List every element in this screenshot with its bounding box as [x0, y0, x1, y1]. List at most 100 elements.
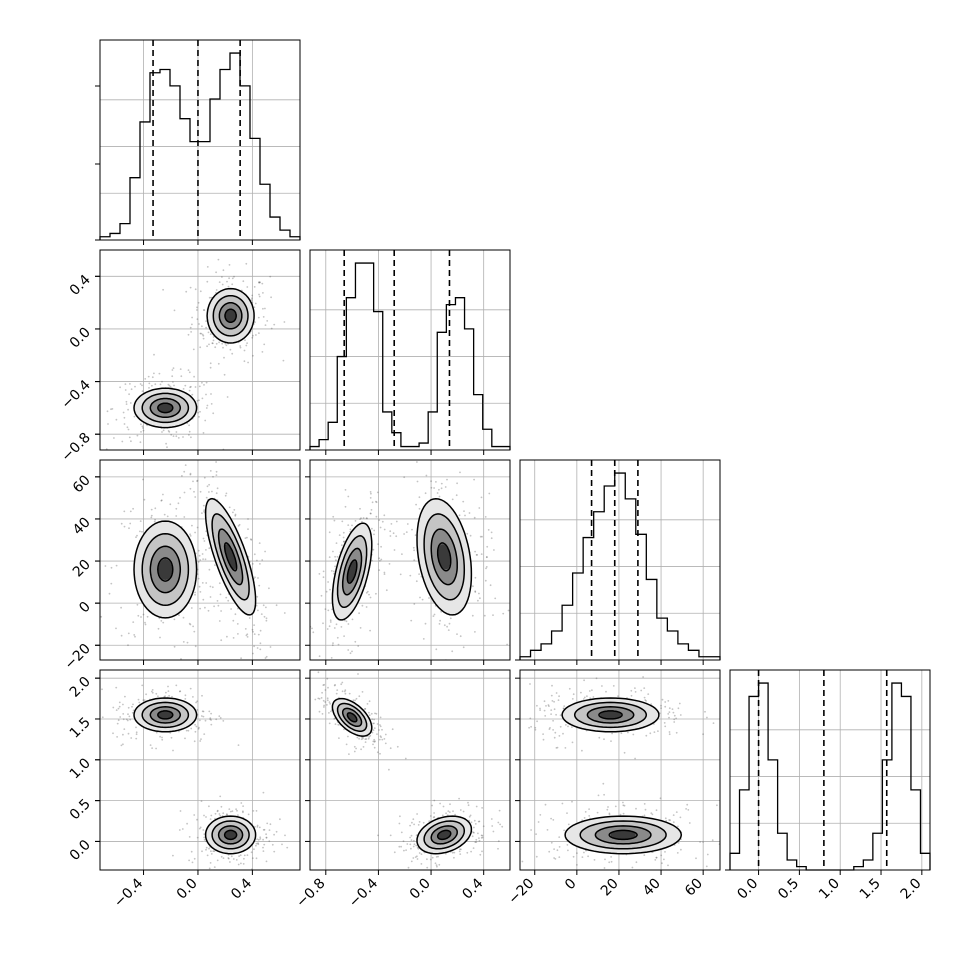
- sample-point: [610, 860, 613, 863]
- sample-point: [647, 693, 650, 695]
- sample-point: [731, 828, 733, 830]
- sample-point: [552, 819, 555, 821]
- sample-point: [177, 502, 180, 505]
- sample-point: [250, 538, 252, 541]
- sample-point: [203, 476, 206, 479]
- sample-point: [246, 536, 248, 539]
- histogram-steps: [309, 262, 511, 450]
- sample-point: [378, 557, 381, 560]
- sample-point: [650, 703, 653, 706]
- sample-point: [388, 768, 390, 771]
- axes-frame: [729, 669, 931, 871]
- sample-point: [113, 437, 115, 439]
- sample-point: [128, 527, 130, 530]
- sample-point: [490, 531, 493, 534]
- sample-point: [357, 673, 359, 675]
- sample-point: [185, 290, 188, 293]
- sample-point: [554, 858, 557, 860]
- sample-point: [667, 700, 670, 702]
- sample-point: [477, 820, 480, 823]
- sample-point: [222, 269, 225, 272]
- sample-point: [610, 856, 612, 858]
- sample-point: [379, 526, 382, 529]
- sample-point: [115, 418, 118, 421]
- sample-point: [332, 642, 334, 644]
- sample-point: [125, 400, 128, 403]
- sample-point: [488, 492, 491, 495]
- sample-point: [462, 810, 465, 813]
- density-contour: [206, 287, 255, 344]
- sample-point: [106, 410, 109, 413]
- sample-point: [179, 368, 182, 370]
- sample-point: [123, 416, 126, 419]
- density-fill: [347, 713, 357, 722]
- sample-point: [392, 532, 395, 535]
- sample-point: [539, 707, 541, 710]
- sample-point: [373, 722, 375, 725]
- sample-point: [643, 687, 646, 689]
- sample-point: [657, 730, 659, 732]
- sample-point: [215, 271, 218, 274]
- sample-point: [126, 426, 129, 429]
- sample-point: [200, 332, 203, 335]
- sample-point: [263, 828, 266, 831]
- sample-point: [374, 712, 376, 715]
- sample-point: [562, 707, 565, 710]
- sample-point: [142, 478, 144, 481]
- sample-point: [231, 352, 234, 355]
- sample-point: [234, 513, 237, 516]
- sample-point: [378, 729, 380, 731]
- sample-point: [417, 824, 420, 826]
- sample-point: [586, 695, 588, 698]
- x-tick-label: 0.4: [228, 875, 255, 902]
- sample-point: [365, 591, 368, 594]
- sample-point: [283, 321, 286, 323]
- sample-point: [329, 621, 332, 623]
- sample-point: [127, 706, 130, 709]
- sample-point: [521, 860, 524, 863]
- sample-point: [721, 843, 723, 845]
- sample-point: [622, 804, 625, 807]
- density-contour: [423, 820, 466, 850]
- sample-point: [199, 290, 202, 293]
- density-fill: [438, 544, 451, 570]
- sample-point: [553, 708, 556, 711]
- sample-point: [537, 821, 540, 823]
- sample-point: [373, 741, 376, 743]
- sample-point: [371, 731, 374, 734]
- sample-point: [258, 281, 260, 284]
- density-fill: [225, 544, 237, 570]
- sample-point: [273, 850, 276, 853]
- sample-point: [96, 422, 98, 424]
- sample-point: [551, 700, 554, 702]
- sample-point: [544, 803, 547, 806]
- sample-point: [338, 737, 340, 739]
- sample-point: [415, 503, 417, 506]
- sample-point: [582, 698, 585, 700]
- sample-point: [409, 574, 412, 577]
- sample-point: [218, 582, 221, 585]
- sample-point: [324, 701, 327, 703]
- sample-point: [373, 727, 376, 729]
- sample-point: [252, 810, 255, 812]
- sample-point: [654, 859, 657, 861]
- sample-point: [418, 507, 421, 510]
- sample-point: [557, 699, 560, 701]
- sample-point: [410, 847, 412, 850]
- sample-point: [664, 701, 667, 703]
- density-fill: [600, 711, 622, 719]
- sample-point: [214, 564, 216, 566]
- sample-point: [190, 385, 192, 388]
- sample-point: [223, 356, 225, 359]
- x-tick-label: −0.4: [111, 875, 146, 910]
- sample-point: [610, 740, 612, 742]
- sample-point: [453, 851, 456, 854]
- sample-point: [180, 375, 183, 378]
- sample-point: [416, 846, 419, 849]
- sample-point: [189, 473, 192, 476]
- sample-point: [501, 825, 504, 828]
- sample-point: [196, 479, 199, 482]
- sample-point: [433, 487, 435, 489]
- sample-point: [402, 840, 405, 843]
- sample-point: [220, 805, 223, 808]
